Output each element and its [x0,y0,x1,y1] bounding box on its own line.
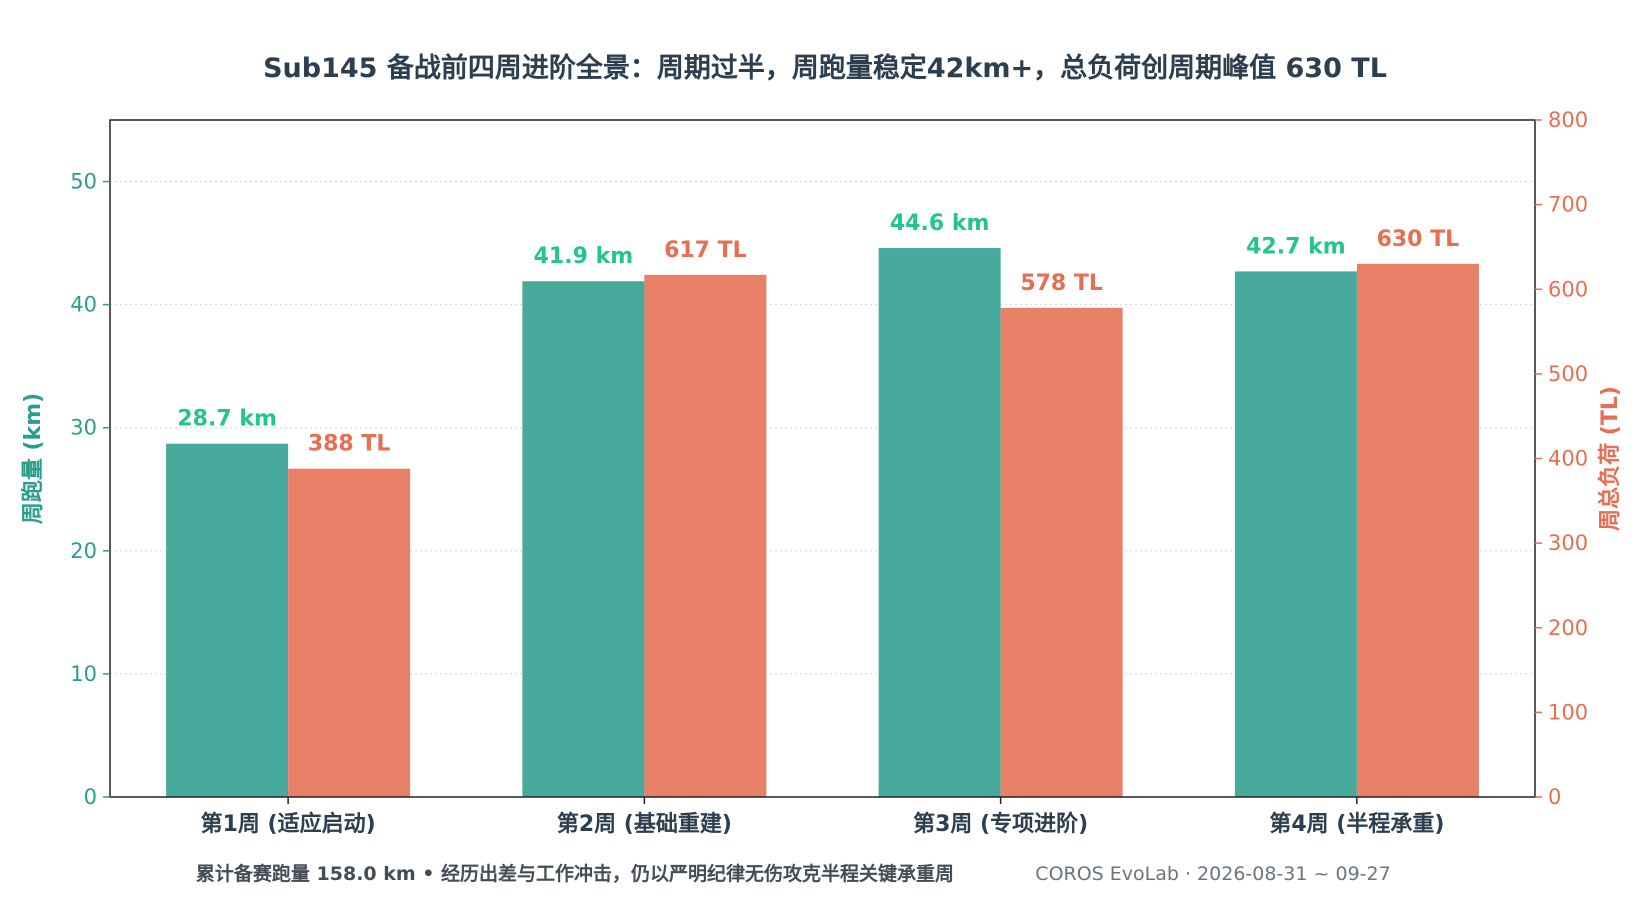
data-label-load: 617 TL [664,238,747,263]
chart-source-note: COROS EvoLab · 2026-08-31 ~ 09-27 [1035,863,1390,885]
y-right-tick-label: 200 [1548,616,1588,640]
x-tick-label: 第4周 (半程承重) [1269,811,1444,837]
chart-title: Sub145 备战前四周进阶全景：周期过半，周跑量稳定42km+，总负荷创周期峰… [263,52,1387,84]
axis-ticks: 010203040500100200300400500600700800第1周 … [70,108,1588,837]
data-label-load: 578 TL [1020,271,1103,296]
y-right-tick-label: 700 [1548,193,1588,217]
y-left-tick-label: 40 [70,293,97,317]
y-right-tick-label: 800 [1548,108,1588,132]
bar-weekly-load [644,274,767,797]
data-label-distance: 28.7 km [177,407,277,432]
data-label-distance: 41.9 km [534,244,634,269]
x-tick-label: 第2周 (基础重建) [557,811,732,837]
bars [166,248,1479,798]
y-right-tick-label: 0 [1548,785,1561,809]
y-right-tick-label: 400 [1548,447,1588,471]
x-tick-label: 第3周 (专项进阶) [913,811,1088,837]
bar-weekly-load [1356,263,1479,797]
chart-footer-note: 累计备赛跑量 158.0 km • 经历出差与工作冲击，仍以严明纪律无伤攻克半程… [196,862,954,885]
y-right-tick-label: 300 [1548,531,1588,555]
bar-weekly-load [288,468,411,797]
y-right-tick-label: 100 [1548,700,1588,724]
y-left-tick-label: 50 [70,170,97,194]
bar-weekly-distance [522,281,645,797]
y-right-tick-label: 600 [1548,277,1588,301]
bar-weekly-load [1000,307,1123,797]
data-label-distance: 44.6 km [890,211,990,236]
data-label-distance: 42.7 km [1246,234,1346,259]
data-label-load: 388 TL [308,432,391,457]
x-tick-label: 第1周 (适应启动) [201,811,376,837]
bar-weekly-distance [1234,271,1357,797]
y-axis-right-label: 周总负荷 (TL) [1597,386,1623,531]
data-labels: 28.7 km 388 TL 41.9 km 617 TL 44.6 km 578 TL 4… [177,211,1459,457]
bar-weekly-distance [166,443,289,797]
y-left-tick-label: 0 [84,785,97,809]
y-left-tick-label: 10 [70,662,97,686]
y-right-tick-label: 500 [1548,362,1588,386]
y-left-tick-label: 20 [70,539,97,563]
data-label-load: 630 TL [1377,227,1460,252]
y-axis-left-label: 周跑量 (km) [21,393,46,524]
y-left-tick-label: 30 [70,416,97,440]
bar-weekly-distance [878,248,1001,798]
